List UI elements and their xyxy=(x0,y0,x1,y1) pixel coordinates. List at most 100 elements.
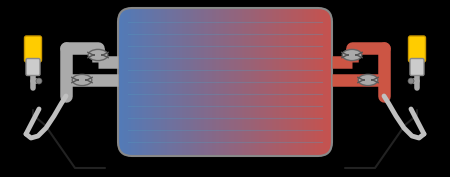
Bar xyxy=(159,8,162,156)
Bar xyxy=(287,8,291,156)
Bar xyxy=(283,8,286,156)
Ellipse shape xyxy=(358,74,378,86)
Bar xyxy=(171,8,175,156)
Bar xyxy=(163,8,166,156)
Bar xyxy=(212,8,216,156)
Bar xyxy=(137,8,141,156)
Bar xyxy=(135,8,139,156)
Bar xyxy=(264,8,267,156)
Bar xyxy=(285,8,288,156)
Bar xyxy=(261,8,265,156)
Bar xyxy=(206,8,209,156)
FancyBboxPatch shape xyxy=(409,36,426,62)
Bar xyxy=(225,8,229,156)
Ellipse shape xyxy=(72,74,92,86)
Bar xyxy=(195,8,199,156)
Bar xyxy=(140,8,143,156)
Bar xyxy=(240,8,243,156)
Bar xyxy=(202,8,205,156)
Bar xyxy=(259,8,263,156)
Bar xyxy=(274,8,278,156)
Bar xyxy=(310,8,314,156)
Bar xyxy=(281,8,284,156)
Bar xyxy=(197,8,201,156)
FancyBboxPatch shape xyxy=(118,8,332,156)
Bar xyxy=(210,8,214,156)
Bar xyxy=(251,8,254,156)
Bar xyxy=(165,8,169,156)
Bar xyxy=(124,8,128,156)
Bar xyxy=(319,8,323,156)
Bar xyxy=(182,8,186,156)
Circle shape xyxy=(408,78,414,84)
FancyBboxPatch shape xyxy=(410,59,424,76)
Bar xyxy=(120,8,124,156)
Bar xyxy=(230,8,233,156)
Bar xyxy=(189,8,192,156)
Bar xyxy=(236,8,239,156)
Bar xyxy=(270,8,274,156)
Bar xyxy=(161,8,164,156)
Bar xyxy=(152,8,156,156)
Bar xyxy=(142,8,145,156)
Bar xyxy=(272,8,276,156)
Bar xyxy=(266,8,269,156)
Bar xyxy=(154,8,158,156)
Bar xyxy=(214,8,218,156)
Bar xyxy=(244,8,248,156)
Bar xyxy=(257,8,261,156)
Bar xyxy=(178,8,181,156)
Bar xyxy=(276,8,280,156)
Bar xyxy=(315,8,319,156)
Bar xyxy=(122,8,126,156)
Bar xyxy=(291,8,295,156)
Bar xyxy=(144,8,147,156)
Bar xyxy=(317,8,321,156)
Bar xyxy=(118,8,122,156)
Bar xyxy=(191,8,194,156)
Bar xyxy=(302,8,306,156)
Bar xyxy=(174,8,177,156)
Bar xyxy=(328,8,331,156)
Bar xyxy=(203,8,207,156)
Bar xyxy=(180,8,184,156)
Bar xyxy=(184,8,188,156)
Bar xyxy=(247,8,250,156)
Bar xyxy=(326,8,329,156)
Bar xyxy=(148,8,152,156)
Bar xyxy=(199,8,203,156)
FancyBboxPatch shape xyxy=(26,59,40,76)
Bar xyxy=(279,8,282,156)
Ellipse shape xyxy=(342,49,362,61)
Ellipse shape xyxy=(88,49,108,61)
Bar xyxy=(253,8,256,156)
Bar xyxy=(313,8,316,156)
Bar xyxy=(296,8,299,156)
Bar xyxy=(293,8,297,156)
Bar xyxy=(220,8,225,156)
Bar xyxy=(176,8,180,156)
Bar xyxy=(219,8,222,156)
Bar xyxy=(304,8,308,156)
Bar xyxy=(238,8,242,156)
Bar xyxy=(255,8,259,156)
Bar xyxy=(300,8,304,156)
Bar xyxy=(268,8,271,156)
Bar xyxy=(321,8,325,156)
Bar xyxy=(298,8,302,156)
Bar xyxy=(131,8,135,156)
Bar xyxy=(129,8,132,156)
Bar xyxy=(167,8,171,156)
Bar xyxy=(186,8,190,156)
Bar xyxy=(306,8,310,156)
Bar xyxy=(242,8,246,156)
Bar xyxy=(324,8,327,156)
Bar xyxy=(150,8,154,156)
Bar xyxy=(330,8,333,156)
Bar xyxy=(223,8,226,156)
Circle shape xyxy=(36,78,42,84)
Bar xyxy=(169,8,173,156)
Bar xyxy=(146,8,149,156)
Bar xyxy=(208,8,211,156)
FancyBboxPatch shape xyxy=(24,36,41,62)
